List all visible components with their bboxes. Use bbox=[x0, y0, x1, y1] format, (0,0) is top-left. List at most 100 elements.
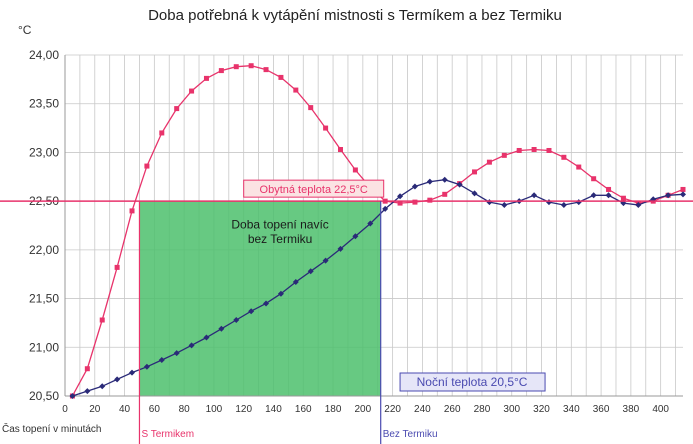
series-2-point bbox=[397, 193, 404, 200]
y-axis-unit: °C bbox=[18, 23, 32, 37]
series-1-point bbox=[561, 154, 567, 160]
series-2-point bbox=[263, 300, 270, 307]
shaded-region bbox=[139, 201, 381, 396]
x-tick-label: 360 bbox=[593, 404, 610, 415]
series-1-point bbox=[323, 125, 329, 131]
series-1-point bbox=[248, 63, 254, 69]
series-1-point bbox=[680, 186, 686, 192]
shaded-region-group bbox=[139, 201, 381, 396]
series-2-point bbox=[218, 325, 225, 332]
series-2-point bbox=[173, 350, 180, 357]
series-1-point bbox=[397, 200, 403, 206]
x-tick-label: 160 bbox=[295, 404, 312, 415]
series-2-point bbox=[367, 220, 374, 227]
x-tick-label: 340 bbox=[563, 404, 580, 415]
series-2-point bbox=[575, 199, 582, 206]
series-1-point bbox=[606, 186, 612, 192]
series-2-point bbox=[277, 290, 284, 297]
series-2-point bbox=[233, 317, 240, 324]
x-tick-label: 240 bbox=[414, 404, 431, 415]
series-1-point bbox=[546, 147, 552, 153]
x-tick-label: 60 bbox=[149, 404, 161, 415]
series-1-point bbox=[189, 88, 195, 94]
x-tick-label: 320 bbox=[533, 404, 550, 415]
series-1-point bbox=[99, 317, 105, 323]
series-2-point bbox=[680, 191, 686, 198]
y-tick-label: 22,00 bbox=[29, 243, 59, 257]
night-temperature-box bbox=[399, 372, 546, 392]
series-1-point bbox=[84, 366, 90, 372]
chart-title: Doba potřebná k vytápění mistnosti s Ter… bbox=[148, 7, 562, 24]
x-tick-label: 180 bbox=[325, 404, 342, 415]
shaded-region-label-2: bez Termiku bbox=[248, 232, 312, 246]
series-2-point bbox=[99, 383, 106, 390]
x-tick-label: 260 bbox=[444, 404, 461, 415]
y-tick-label: 23,50 bbox=[29, 97, 59, 111]
series-2-point bbox=[158, 356, 165, 363]
series-2-point bbox=[635, 202, 642, 209]
series-1-point bbox=[218, 68, 224, 74]
x-tick-label: 40 bbox=[119, 404, 131, 415]
series-1-point bbox=[412, 199, 418, 205]
series-1-point bbox=[486, 159, 492, 165]
x-tick-label: 140 bbox=[265, 404, 282, 415]
series-1-point bbox=[442, 191, 448, 197]
series-1-point bbox=[174, 106, 180, 112]
series-2-point bbox=[665, 192, 672, 199]
series-1-point bbox=[620, 195, 626, 201]
x-tick-label: 220 bbox=[384, 404, 401, 415]
series-2-point bbox=[129, 369, 136, 376]
series-2-point bbox=[337, 245, 344, 252]
series-2-point bbox=[456, 181, 463, 188]
series-2-point bbox=[545, 199, 552, 206]
series-2-point bbox=[84, 388, 91, 395]
reference-label-box bbox=[243, 179, 385, 198]
series-1-point bbox=[293, 87, 299, 93]
x-tick-label: 120 bbox=[235, 404, 252, 415]
series-2-point bbox=[307, 268, 314, 275]
series-2-point bbox=[605, 192, 612, 199]
series-2-point bbox=[188, 342, 195, 349]
series-2-point bbox=[322, 257, 329, 264]
series-2-point bbox=[486, 199, 493, 206]
series-1-point bbox=[203, 75, 209, 81]
x-tick-label: 100 bbox=[206, 404, 223, 415]
marker-label: Bez Termiku bbox=[383, 429, 438, 440]
series-1-point bbox=[472, 169, 478, 175]
series-1-point bbox=[501, 152, 507, 158]
series-2-point bbox=[590, 192, 597, 199]
y-tick-label: 21,50 bbox=[29, 292, 59, 306]
series-2-point bbox=[471, 190, 478, 197]
marker-label: S Termikem bbox=[141, 429, 194, 440]
series-2-point bbox=[382, 205, 389, 212]
x-tick-label: 380 bbox=[623, 404, 640, 415]
series-1-point bbox=[591, 176, 597, 182]
x-tick-label: 200 bbox=[354, 404, 371, 415]
series-1-point bbox=[576, 164, 582, 170]
series-2-point bbox=[203, 334, 210, 341]
series-1-point bbox=[516, 147, 522, 153]
series-1-point bbox=[233, 64, 239, 70]
night-temperature-label: Noční teplota 20,5°C bbox=[417, 375, 528, 389]
series-1-point bbox=[144, 163, 150, 169]
series-2-point bbox=[69, 393, 76, 399]
series-2-point bbox=[248, 308, 255, 315]
y-tick-label: 23,00 bbox=[29, 145, 59, 159]
x-tick-label: 280 bbox=[474, 404, 491, 415]
series-1-point bbox=[159, 130, 165, 136]
y-tick-label: 24,00 bbox=[29, 48, 59, 62]
series-1-point bbox=[427, 197, 433, 203]
x-axis-label: Čas topení v minutách bbox=[2, 422, 102, 435]
axes: 20,5021,0021,5022,0022,5023,0023,5024,00… bbox=[2, 48, 683, 435]
series-1-point bbox=[308, 105, 314, 111]
y-tick-label: 21,00 bbox=[29, 340, 59, 354]
series-1-point bbox=[337, 147, 343, 153]
series-1-point bbox=[278, 74, 284, 80]
series-1-point bbox=[352, 167, 358, 173]
x-tick-label: 300 bbox=[503, 404, 520, 415]
series-2-point bbox=[114, 376, 121, 383]
series-2-point bbox=[441, 176, 448, 183]
series-2-point bbox=[560, 202, 567, 209]
